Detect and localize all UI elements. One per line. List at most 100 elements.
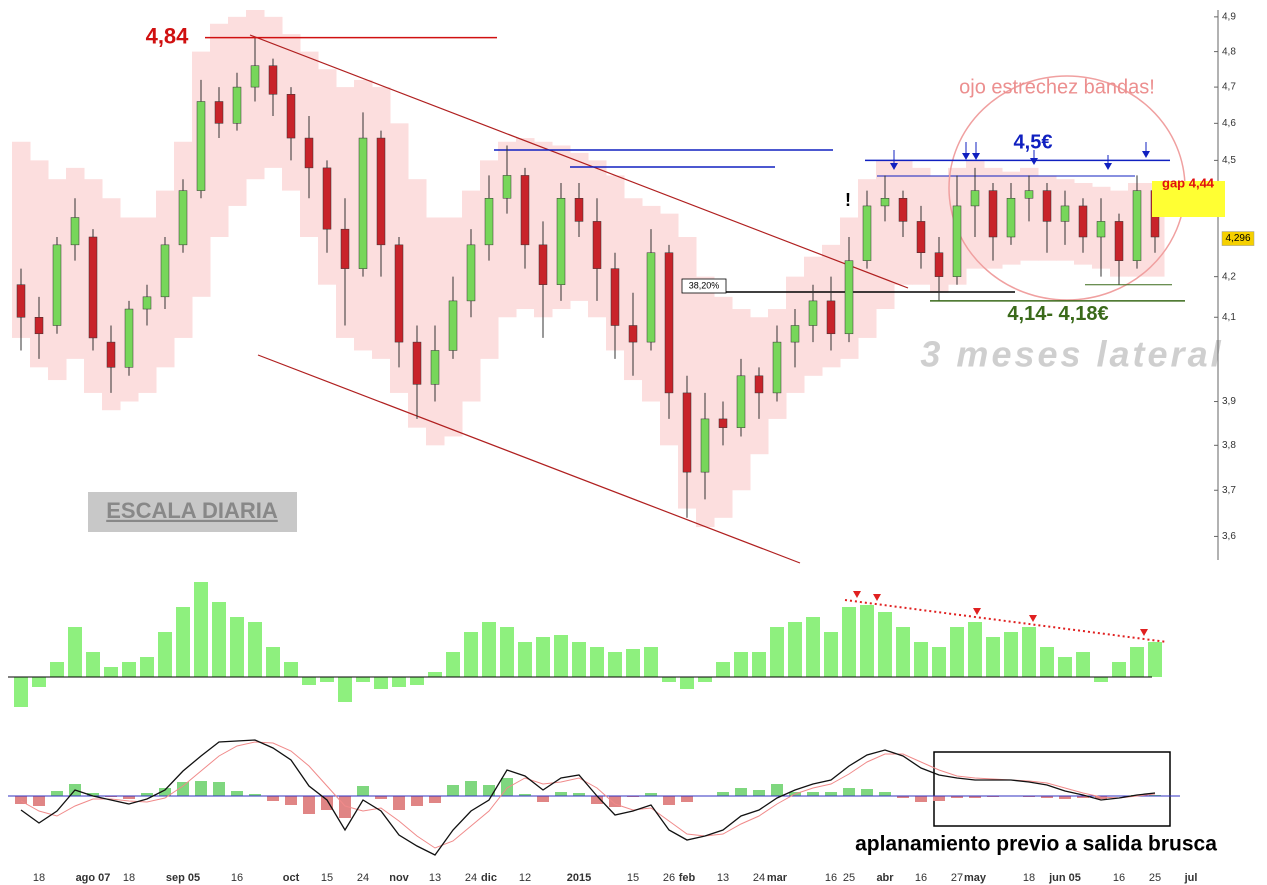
candle-body bbox=[682, 392, 692, 473]
macd-bar bbox=[123, 796, 135, 799]
macd-bar bbox=[267, 796, 279, 801]
osc-bar bbox=[140, 657, 154, 677]
osc-bar bbox=[1040, 647, 1054, 677]
candle-body bbox=[142, 296, 152, 310]
macd-bar bbox=[231, 791, 243, 796]
band bbox=[624, 198, 643, 381]
candle-body bbox=[124, 308, 134, 368]
macd-bar bbox=[375, 796, 387, 799]
macd-bar bbox=[357, 786, 369, 796]
x-tick-label: 25 bbox=[1149, 872, 1161, 884]
macd-bar bbox=[879, 792, 891, 796]
gap-box bbox=[1152, 180, 1225, 217]
candle-body bbox=[736, 375, 746, 428]
osc-bar bbox=[518, 642, 532, 677]
candle-body bbox=[664, 252, 674, 394]
x-tick-label: 18 bbox=[123, 872, 135, 884]
support-label: 4,14- 4,18€ bbox=[1007, 303, 1108, 325]
osc-bar bbox=[932, 647, 946, 677]
macd-bar bbox=[771, 784, 783, 796]
macd-bar bbox=[555, 792, 567, 796]
osc-bar bbox=[500, 627, 514, 677]
candle-body bbox=[1096, 221, 1106, 238]
candle-body bbox=[214, 101, 224, 124]
osc-bar bbox=[482, 622, 496, 677]
macd-bar bbox=[87, 793, 99, 796]
gap-label: gap 4,44 bbox=[1162, 175, 1215, 190]
osc-bar bbox=[1004, 632, 1018, 677]
candle-body bbox=[412, 341, 422, 385]
osc-bar bbox=[14, 677, 28, 707]
macd-bar bbox=[897, 796, 909, 798]
x-tick-label: 26 bbox=[663, 872, 675, 884]
macd-bar bbox=[285, 796, 297, 805]
osc-bar bbox=[1076, 652, 1090, 677]
macd-bar bbox=[1077, 796, 1089, 798]
osc-bar bbox=[824, 632, 838, 677]
osc-bar bbox=[734, 652, 748, 677]
macd-bar bbox=[141, 793, 153, 796]
x-tick-label: 16 bbox=[231, 872, 243, 884]
osc-bar bbox=[536, 637, 550, 677]
candle-body bbox=[1060, 205, 1070, 222]
y-tick-label: 4,7 bbox=[1222, 82, 1236, 93]
osc-bar bbox=[608, 652, 622, 677]
band bbox=[30, 160, 49, 368]
osc-trend bbox=[844, 599, 1168, 643]
macd-bar bbox=[429, 796, 441, 803]
osc-bar bbox=[212, 602, 226, 677]
osc-bar bbox=[194, 582, 208, 677]
osc-bar bbox=[968, 622, 982, 677]
candle-body bbox=[1006, 197, 1016, 238]
osc-bar bbox=[86, 652, 100, 677]
macd-bar bbox=[663, 796, 675, 805]
candle-body bbox=[484, 197, 494, 246]
osc-bar bbox=[716, 662, 730, 677]
osc-bar bbox=[626, 649, 640, 677]
osc-bar bbox=[1058, 657, 1072, 677]
y-tick-label: 4,2 bbox=[1222, 271, 1236, 282]
macd-bar bbox=[591, 796, 603, 804]
macd-bar bbox=[1041, 796, 1053, 798]
candle-body bbox=[934, 252, 944, 277]
osc-bar bbox=[572, 642, 586, 677]
osc-bar bbox=[878, 612, 892, 677]
osc-bar bbox=[860, 605, 874, 677]
candle-body bbox=[844, 260, 854, 335]
osc-bar bbox=[266, 647, 280, 677]
x-tick-label: 16 bbox=[1113, 872, 1125, 884]
macd-bar bbox=[969, 796, 981, 798]
osc-bar bbox=[302, 677, 316, 685]
candle-body bbox=[718, 418, 728, 428]
y-tick-label: 3,8 bbox=[1222, 440, 1236, 451]
x-tick-label: 24 bbox=[753, 872, 765, 884]
band bbox=[408, 179, 427, 428]
candle-body bbox=[1132, 190, 1142, 261]
osc-bar bbox=[1130, 647, 1144, 677]
x-tick-label: may bbox=[964, 872, 987, 884]
macd-bar bbox=[159, 788, 171, 796]
candle-body bbox=[160, 244, 170, 298]
exclamation: ! bbox=[845, 190, 851, 210]
candle-body bbox=[556, 197, 566, 285]
x-tick-label: 25 bbox=[843, 872, 855, 884]
macd-bar bbox=[195, 781, 207, 796]
osc-bar bbox=[158, 632, 172, 677]
osc-bar bbox=[1022, 627, 1036, 677]
channel-lower bbox=[257, 354, 801, 564]
signal-line bbox=[20, 741, 1156, 849]
macd-bar bbox=[645, 793, 657, 796]
x-tick-label: 16 bbox=[825, 872, 837, 884]
macd-bar bbox=[573, 793, 585, 796]
candle-body bbox=[322, 167, 332, 230]
candle-body bbox=[790, 325, 800, 343]
x-tick-label: mar bbox=[767, 872, 788, 884]
y-tick-label: 4,1 bbox=[1222, 312, 1236, 323]
macd-bar bbox=[411, 796, 423, 806]
candle-body bbox=[574, 197, 584, 222]
osc-bar bbox=[806, 617, 820, 677]
osc-bar bbox=[842, 607, 856, 677]
osc-bar bbox=[788, 622, 802, 677]
osc-bar bbox=[1112, 662, 1126, 677]
label-bg bbox=[905, 338, 1215, 376]
